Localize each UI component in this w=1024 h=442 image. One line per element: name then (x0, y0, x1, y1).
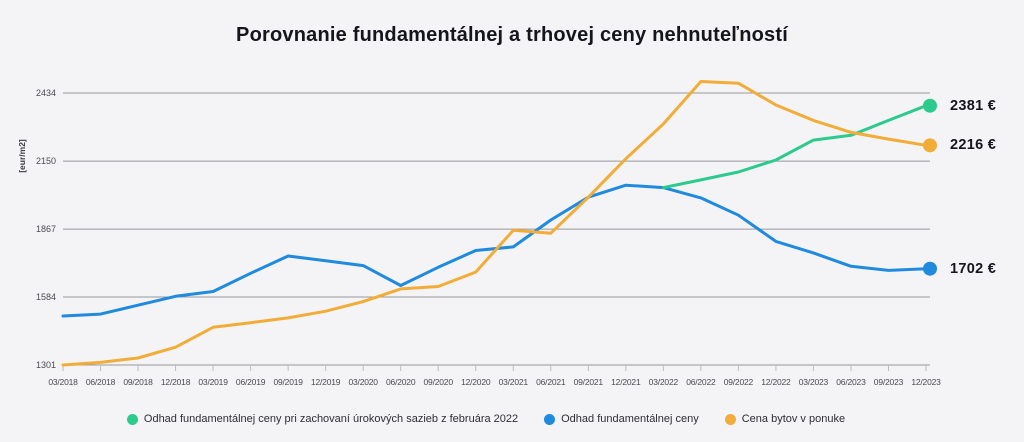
x-tick-label: 12/2022 (761, 377, 791, 387)
legend-label: Cena bytov v ponuke (741, 413, 846, 425)
x-tick-label: 09/2018 (123, 377, 153, 387)
x-tick-label: 12/2019 (310, 377, 341, 387)
x-tick-label: 03/2019 (198, 377, 228, 387)
x-tick-label: 03/2022 (648, 377, 679, 387)
legend-swatch-icon (126, 413, 138, 425)
x-tick-label: 09/2023 (873, 377, 904, 387)
x-tick-label: 06/2020 (386, 377, 416, 387)
x-tick-label: 06/2019 (235, 377, 266, 387)
legend-item[interactable]: Cena bytov v ponuke (724, 413, 846, 425)
series-line (661, 104, 928, 190)
y-tick-label: 1584 (35, 291, 56, 302)
x-axis-tick-marks (62, 365, 927, 371)
y-tick-label: 1867 (35, 223, 56, 234)
x-tick-label: 09/2020 (423, 377, 454, 387)
y-tick-label: 1301 (35, 359, 56, 370)
x-tick-label: 12/2018 (160, 377, 191, 387)
x-tick-label: 09/2021 (573, 377, 604, 387)
x-tick-label: 12/2023 (911, 377, 941, 387)
gridlines (63, 92, 930, 366)
series-lines (61, 80, 928, 367)
legend-item[interactable]: Odhad fundamentálnej ceny (544, 413, 699, 425)
legend-label: Odhad fundamentálnej ceny (561, 413, 699, 425)
series-line (61, 80, 928, 367)
series-end-dots (923, 98, 937, 276)
series-end-dot (923, 138, 937, 153)
x-tick-label: 12/2021 (611, 377, 641, 387)
series-end-value-label: 1702 € (950, 260, 997, 277)
y-tick-label: 2150 (35, 155, 56, 166)
series-end-dot (923, 98, 937, 113)
x-tick-label: 03/2018 (48, 377, 78, 387)
chart-title: Porovnanie fundamentálnej a trhovej ceny… (236, 24, 788, 46)
legend: Odhad fundamentálnej ceny pri zachovaní … (0, 413, 998, 425)
series-line (61, 183, 928, 318)
legend-swatch-icon (724, 413, 736, 425)
x-tick-label: 06/2018 (85, 377, 116, 387)
x-tick-label: 06/2023 (836, 377, 866, 387)
series-end-value-label: 2381 € (950, 97, 997, 114)
x-tick-label: 03/2021 (498, 377, 529, 387)
x-tick-label: 03/2020 (348, 377, 379, 387)
y-tick-label: 2434 (35, 87, 56, 98)
x-tick-label: 09/2022 (723, 377, 754, 387)
x-tick-label: 03/2023 (798, 377, 829, 387)
x-tick-label: 12/2020 (461, 377, 491, 387)
legend-swatch-icon (544, 413, 556, 425)
x-tick-label: 09/2019 (273, 377, 303, 387)
x-tick-label: 06/2022 (686, 377, 716, 387)
legend-label: Odhad fundamentálnej ceny pri zachovaní … (143, 413, 519, 425)
x-tick-label: 06/2021 (536, 377, 566, 387)
series-end-value-label: 2216 € (950, 137, 997, 154)
series-end-dot (923, 261, 937, 276)
legend-item[interactable]: Odhad fundamentálnej ceny pri zachovaní … (126, 413, 519, 425)
